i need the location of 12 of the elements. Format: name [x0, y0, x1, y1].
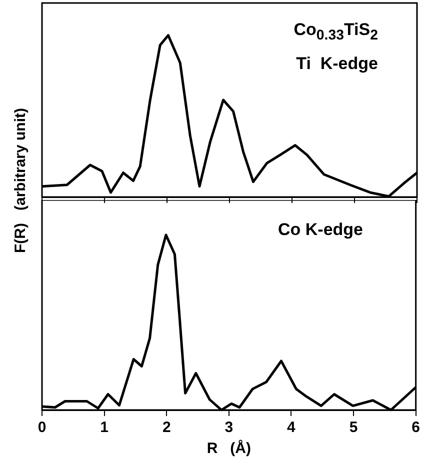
x-tick-label: 4: [287, 419, 296, 436]
x-tick-label: 0: [38, 419, 46, 436]
annotation: Ti K-edge: [296, 54, 378, 74]
y-axis-title: F(R) (arbitrary unit): [12, 108, 28, 252]
x-tick-label: 3: [224, 419, 234, 436]
annotation: Co K-edge: [278, 220, 363, 240]
x-tick-label: 6: [412, 419, 420, 436]
annotation: Co$_{0.33}$TiS$_{2}$: [294, 20, 378, 44]
x-tick-label: 2: [162, 419, 171, 436]
x-tick-label: 5: [349, 419, 358, 436]
x-tick-label: 1: [100, 419, 108, 436]
x-axis-title: R (Å): [206, 439, 251, 458]
